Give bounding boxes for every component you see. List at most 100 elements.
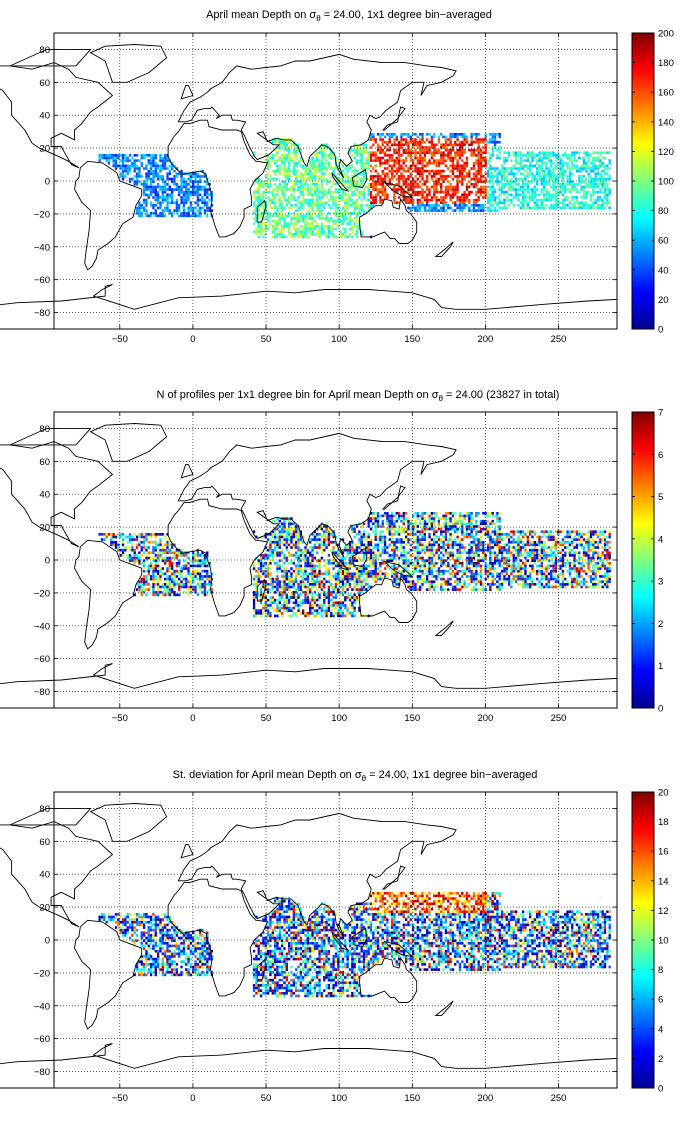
data-cell — [346, 593, 349, 597]
data-cell — [292, 585, 295, 589]
data-cell — [458, 204, 462, 207]
data-cell — [309, 185, 312, 189]
data-cell — [519, 164, 522, 168]
data-cell — [276, 140, 279, 144]
data-cell — [465, 204, 469, 207]
data-cell — [311, 182, 314, 186]
data-cell — [355, 201, 359, 205]
data-cell — [355, 543, 359, 547]
data-cell — [292, 185, 295, 189]
data-cell — [337, 172, 340, 176]
data-cell — [379, 132, 382, 136]
data-cell — [461, 209, 464, 212]
data-cell — [571, 182, 574, 186]
data-cell — [505, 180, 508, 183]
data-cell — [318, 235, 321, 239]
data-cell — [603, 151, 607, 155]
data-cell — [337, 206, 340, 210]
data-cell — [543, 175, 546, 178]
data-cell — [297, 609, 300, 612]
data-cell — [292, 227, 295, 231]
data-cell — [339, 569, 342, 573]
data-cell — [287, 554, 291, 557]
data-cell — [185, 567, 188, 570]
data-cell — [557, 180, 560, 183]
data-cell — [411, 182, 415, 186]
x-tick-label: 0 — [190, 334, 195, 345]
data-cell — [393, 175, 396, 178]
data-cell — [285, 140, 288, 144]
data-cell — [152, 175, 155, 178]
data-cell — [145, 154, 148, 157]
data-cell — [386, 159, 389, 162]
data-cell — [320, 159, 324, 162]
data-cell — [145, 172, 148, 176]
data-cell — [170, 572, 174, 576]
data-cell — [428, 140, 431, 144]
data-cell — [280, 154, 284, 157]
data-cell — [344, 561, 347, 565]
data-cell — [372, 154, 375, 157]
data-cell — [259, 227, 263, 231]
data-cell — [292, 143, 295, 147]
data-cell — [163, 572, 167, 576]
data-cell — [564, 161, 567, 165]
data-cell — [358, 177, 361, 181]
data-cell — [355, 232, 359, 236]
data-cell — [199, 211, 202, 215]
data-cell — [369, 204, 373, 207]
data-cell — [341, 190, 345, 194]
data-cell — [135, 559, 139, 562]
data-cell — [273, 206, 277, 210]
data-cell — [458, 143, 462, 147]
data-cell — [402, 167, 405, 170]
data-cell — [309, 204, 312, 207]
data-cell — [280, 588, 284, 591]
data-cell — [269, 190, 272, 194]
data-cell — [192, 572, 195, 576]
data-cell — [149, 169, 153, 173]
data-cell — [400, 138, 403, 141]
data-cell — [346, 561, 349, 565]
data-cell — [318, 225, 321, 228]
data-cell — [285, 527, 288, 531]
data-cell — [435, 143, 438, 147]
data-cell — [355, 588, 359, 591]
data-cell — [142, 201, 146, 205]
data-cell — [599, 151, 602, 155]
data-cell — [360, 209, 363, 212]
data-cell — [283, 601, 286, 605]
data-cell — [294, 598, 298, 602]
data-cell — [348, 182, 352, 186]
data-cell — [573, 188, 576, 191]
data-cell — [290, 219, 293, 223]
data-cell — [489, 188, 492, 191]
data-cell — [264, 180, 267, 183]
data-cell — [414, 180, 417, 183]
data-cell — [447, 143, 450, 147]
data-cell — [325, 538, 328, 541]
data-cell — [318, 164, 321, 168]
data-cell — [589, 169, 593, 173]
data-cell — [189, 180, 193, 183]
data-cell — [472, 151, 476, 155]
data-cell — [199, 177, 202, 181]
data-cell — [166, 198, 169, 202]
data-cell — [285, 188, 288, 191]
data-cell — [178, 172, 181, 176]
data-cell — [348, 559, 352, 562]
data-cell — [180, 190, 183, 194]
data-cell — [201, 201, 204, 205]
data-cell — [374, 164, 377, 168]
data-cell — [332, 601, 335, 605]
data-cell — [360, 161, 363, 165]
data-cell — [170, 590, 174, 594]
data-cell — [470, 167, 473, 170]
data-cell — [571, 159, 574, 162]
data-cell — [208, 193, 211, 197]
data-cell — [489, 198, 492, 202]
data-cell — [421, 190, 424, 194]
data-cell — [419, 204, 422, 207]
data-cell — [372, 159, 375, 162]
data-cell — [503, 185, 506, 189]
